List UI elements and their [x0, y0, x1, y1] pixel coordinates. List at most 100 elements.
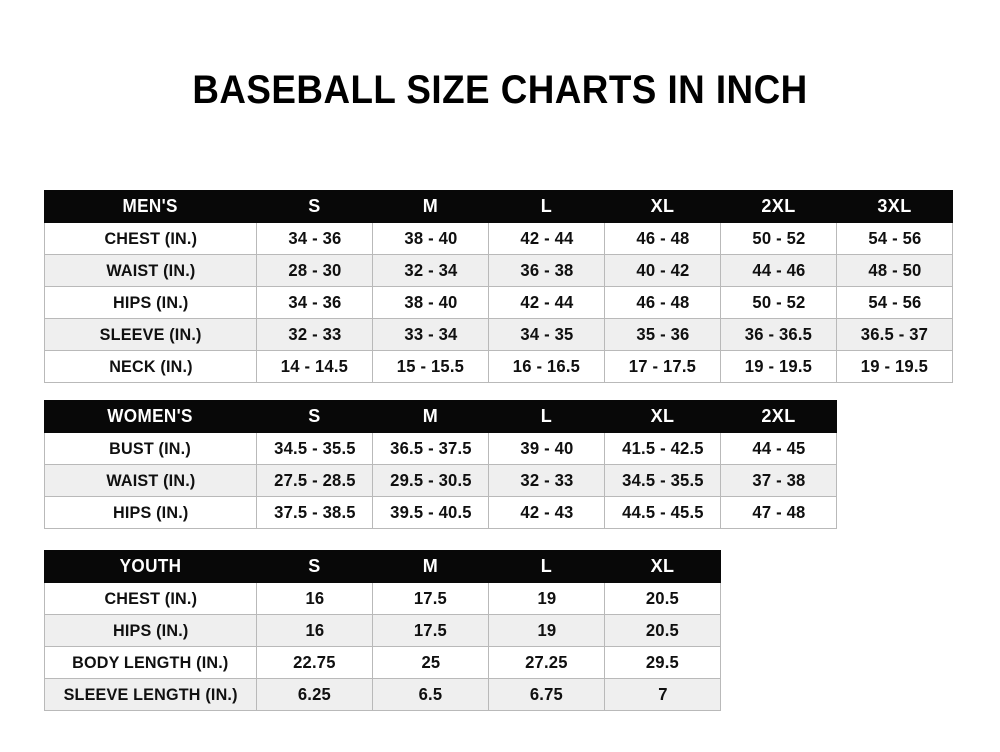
table-row: HIPS (IN.) 37.5 - 38.5 39.5 - 40.5 42 - 43 4…: [44, 496, 837, 529]
mens-measure-value: 46 - 48: [604, 286, 721, 319]
mens-size-header-3xl: 3XL: [836, 190, 953, 223]
mens-measure-value: 50 - 52: [720, 222, 837, 255]
mens-measure-value: 50 - 52: [720, 286, 837, 319]
mens-measure-value: 40 - 42: [604, 254, 721, 287]
womens-category-header: WOMEN'S: [44, 400, 257, 433]
table-row: HIPS (IN.) 16 17.5 19 20.5: [44, 614, 721, 647]
youth-measure-value: 6.25: [256, 678, 373, 711]
mens-measure-value: 54 - 56: [836, 286, 953, 319]
mens-measure-value: 16 - 16.5: [488, 350, 605, 383]
mens-size-header-l: L: [488, 190, 605, 223]
mens-measure-value: 38 - 40: [372, 222, 489, 255]
mens-measure-value: 34 - 35: [488, 318, 605, 351]
table-row: NECK (IN.) 14 - 14.5 15 - 15.5 16 - 16.5 17 …: [44, 350, 953, 383]
mens-measure-label: WAIST (IN.): [44, 254, 257, 287]
mens-measure-value: 36 - 36.5: [720, 318, 837, 351]
mens-measure-value: 28 - 30: [256, 254, 373, 287]
mens-measure-value: 35 - 36: [604, 318, 721, 351]
youth-size-header-xl: XL: [604, 550, 721, 583]
womens-measure-value: 29.5 - 30.5: [372, 464, 489, 497]
youth-measure-label: SLEEVE LENGTH (IN.): [44, 678, 257, 711]
womens-measure-label: WAIST (IN.): [44, 464, 257, 497]
mens-measure-value: 32 - 33: [256, 318, 373, 351]
table-row: CHEST (IN.) 16 17.5 19 20.5: [44, 582, 721, 615]
womens-header-row: WOMEN'S S M L XL 2XL: [44, 400, 837, 433]
mens-size-header-s: S: [256, 190, 373, 223]
womens-measure-value: 37.5 - 38.5: [256, 496, 373, 529]
mens-measure-label: HIPS (IN.): [44, 286, 257, 319]
table-row: SLEEVE (IN.) 32 - 33 33 - 34 34 - 35 35 - 36…: [44, 318, 953, 351]
youth-measure-label: CHEST (IN.): [44, 582, 257, 615]
womens-measure-value: 27.5 - 28.5: [256, 464, 373, 497]
womens-size-table: WOMEN'S S M L XL 2XL BUST (IN.) 34.5 - 35.5 36.5…: [44, 400, 837, 529]
womens-size-header-xl: XL: [604, 400, 721, 433]
womens-measure-label: BUST (IN.): [44, 432, 257, 465]
mens-measure-value: 36.5 - 37: [836, 318, 953, 351]
youth-measure-label: HIPS (IN.): [44, 614, 257, 647]
youth-measure-value: 19: [488, 614, 605, 647]
youth-size-header-s: S: [256, 550, 373, 583]
table-row: WAIST (IN.) 28 - 30 32 - 34 36 - 38 40 - 42 4…: [44, 254, 953, 287]
mens-measure-value: 33 - 34: [372, 318, 489, 351]
youth-measure-value: 7: [604, 678, 721, 711]
mens-measure-value: 54 - 56: [836, 222, 953, 255]
womens-measure-value: 42 - 43: [488, 496, 605, 529]
womens-measure-value: 36.5 - 37.5: [372, 432, 489, 465]
mens-measure-value: 38 - 40: [372, 286, 489, 319]
mens-measure-value: 46 - 48: [604, 222, 721, 255]
mens-category-header: MEN'S: [44, 190, 257, 223]
table-row: SLEEVE LENGTH (IN.) 6.25 6.5 6.75 7: [44, 678, 721, 711]
youth-category-header: YOUTH: [44, 550, 257, 583]
womens-measure-value: 39 - 40: [488, 432, 605, 465]
mens-measure-value: 48 - 50: [836, 254, 953, 287]
mens-size-header-2xl: 2XL: [720, 190, 837, 223]
mens-header-row: MEN'S S M L XL 2XL 3XL: [44, 190, 953, 223]
womens-measure-value: 44.5 - 45.5: [604, 496, 721, 529]
mens-size-header-xl: XL: [604, 190, 721, 223]
mens-measure-value: 44 - 46: [720, 254, 837, 287]
table-row: CHEST (IN.) 34 - 36 38 - 40 42 - 44 46 - 48 5…: [44, 222, 953, 255]
youth-measure-value: 16: [256, 614, 373, 647]
youth-size-table: YOUTH S M L XL CHEST (IN.) 16 17.5 19 20.5 HIPS (I…: [44, 550, 721, 711]
mens-measure-value: 34 - 36: [256, 222, 373, 255]
youth-measure-value: 20.5: [604, 582, 721, 615]
womens-size-header-s: S: [256, 400, 373, 433]
table-row: BUST (IN.) 34.5 - 35.5 36.5 - 37.5 39 - 40 4…: [44, 432, 837, 465]
youth-measure-value: 17.5: [372, 614, 489, 647]
mens-measure-value: 32 - 34: [372, 254, 489, 287]
youth-measure-value: 6.75: [488, 678, 605, 711]
womens-measure-value: 47 - 48: [720, 496, 837, 529]
youth-measure-value: 6.5: [372, 678, 489, 711]
womens-measure-value: 39.5 - 40.5: [372, 496, 489, 529]
youth-measure-value: 20.5: [604, 614, 721, 647]
mens-size-table: MEN'S S M L XL 2XL 3XL CHEST (IN.) 34 - 36 38 - 4…: [44, 190, 953, 383]
youth-measure-value: 27.25: [488, 646, 605, 679]
youth-measure-value: 25: [372, 646, 489, 679]
youth-measure-label: BODY LENGTH (IN.): [44, 646, 257, 679]
womens-measure-value: 37 - 38: [720, 464, 837, 497]
mens-measure-value: 34 - 36: [256, 286, 373, 319]
mens-measure-value: 14 - 14.5: [256, 350, 373, 383]
mens-measure-value: 36 - 38: [488, 254, 605, 287]
youth-measure-value: 29.5: [604, 646, 721, 679]
table-row: HIPS (IN.) 34 - 36 38 - 40 42 - 44 46 - 48 50…: [44, 286, 953, 319]
womens-size-header-l: L: [488, 400, 605, 433]
table-row: WAIST (IN.) 27.5 - 28.5 29.5 - 30.5 32 - 33…: [44, 464, 837, 497]
youth-measure-value: 22.75: [256, 646, 373, 679]
mens-measure-value: 15 - 15.5: [372, 350, 489, 383]
womens-size-header-m: M: [372, 400, 489, 433]
youth-size-header-l: L: [488, 550, 605, 583]
womens-measure-value: 34.5 - 35.5: [604, 464, 721, 497]
youth-measure-value: 19: [488, 582, 605, 615]
youth-measure-value: 16: [256, 582, 373, 615]
womens-measure-label: HIPS (IN.): [44, 496, 257, 529]
mens-measure-value: 42 - 44: [488, 286, 605, 319]
womens-measure-value: 32 - 33: [488, 464, 605, 497]
womens-measure-value: 34.5 - 35.5: [256, 432, 373, 465]
mens-measure-value: 19 - 19.5: [720, 350, 837, 383]
mens-measure-value: 42 - 44: [488, 222, 605, 255]
womens-measure-value: 44 - 45: [720, 432, 837, 465]
womens-size-header-2xl: 2XL: [720, 400, 837, 433]
mens-measure-label: CHEST (IN.): [44, 222, 257, 255]
